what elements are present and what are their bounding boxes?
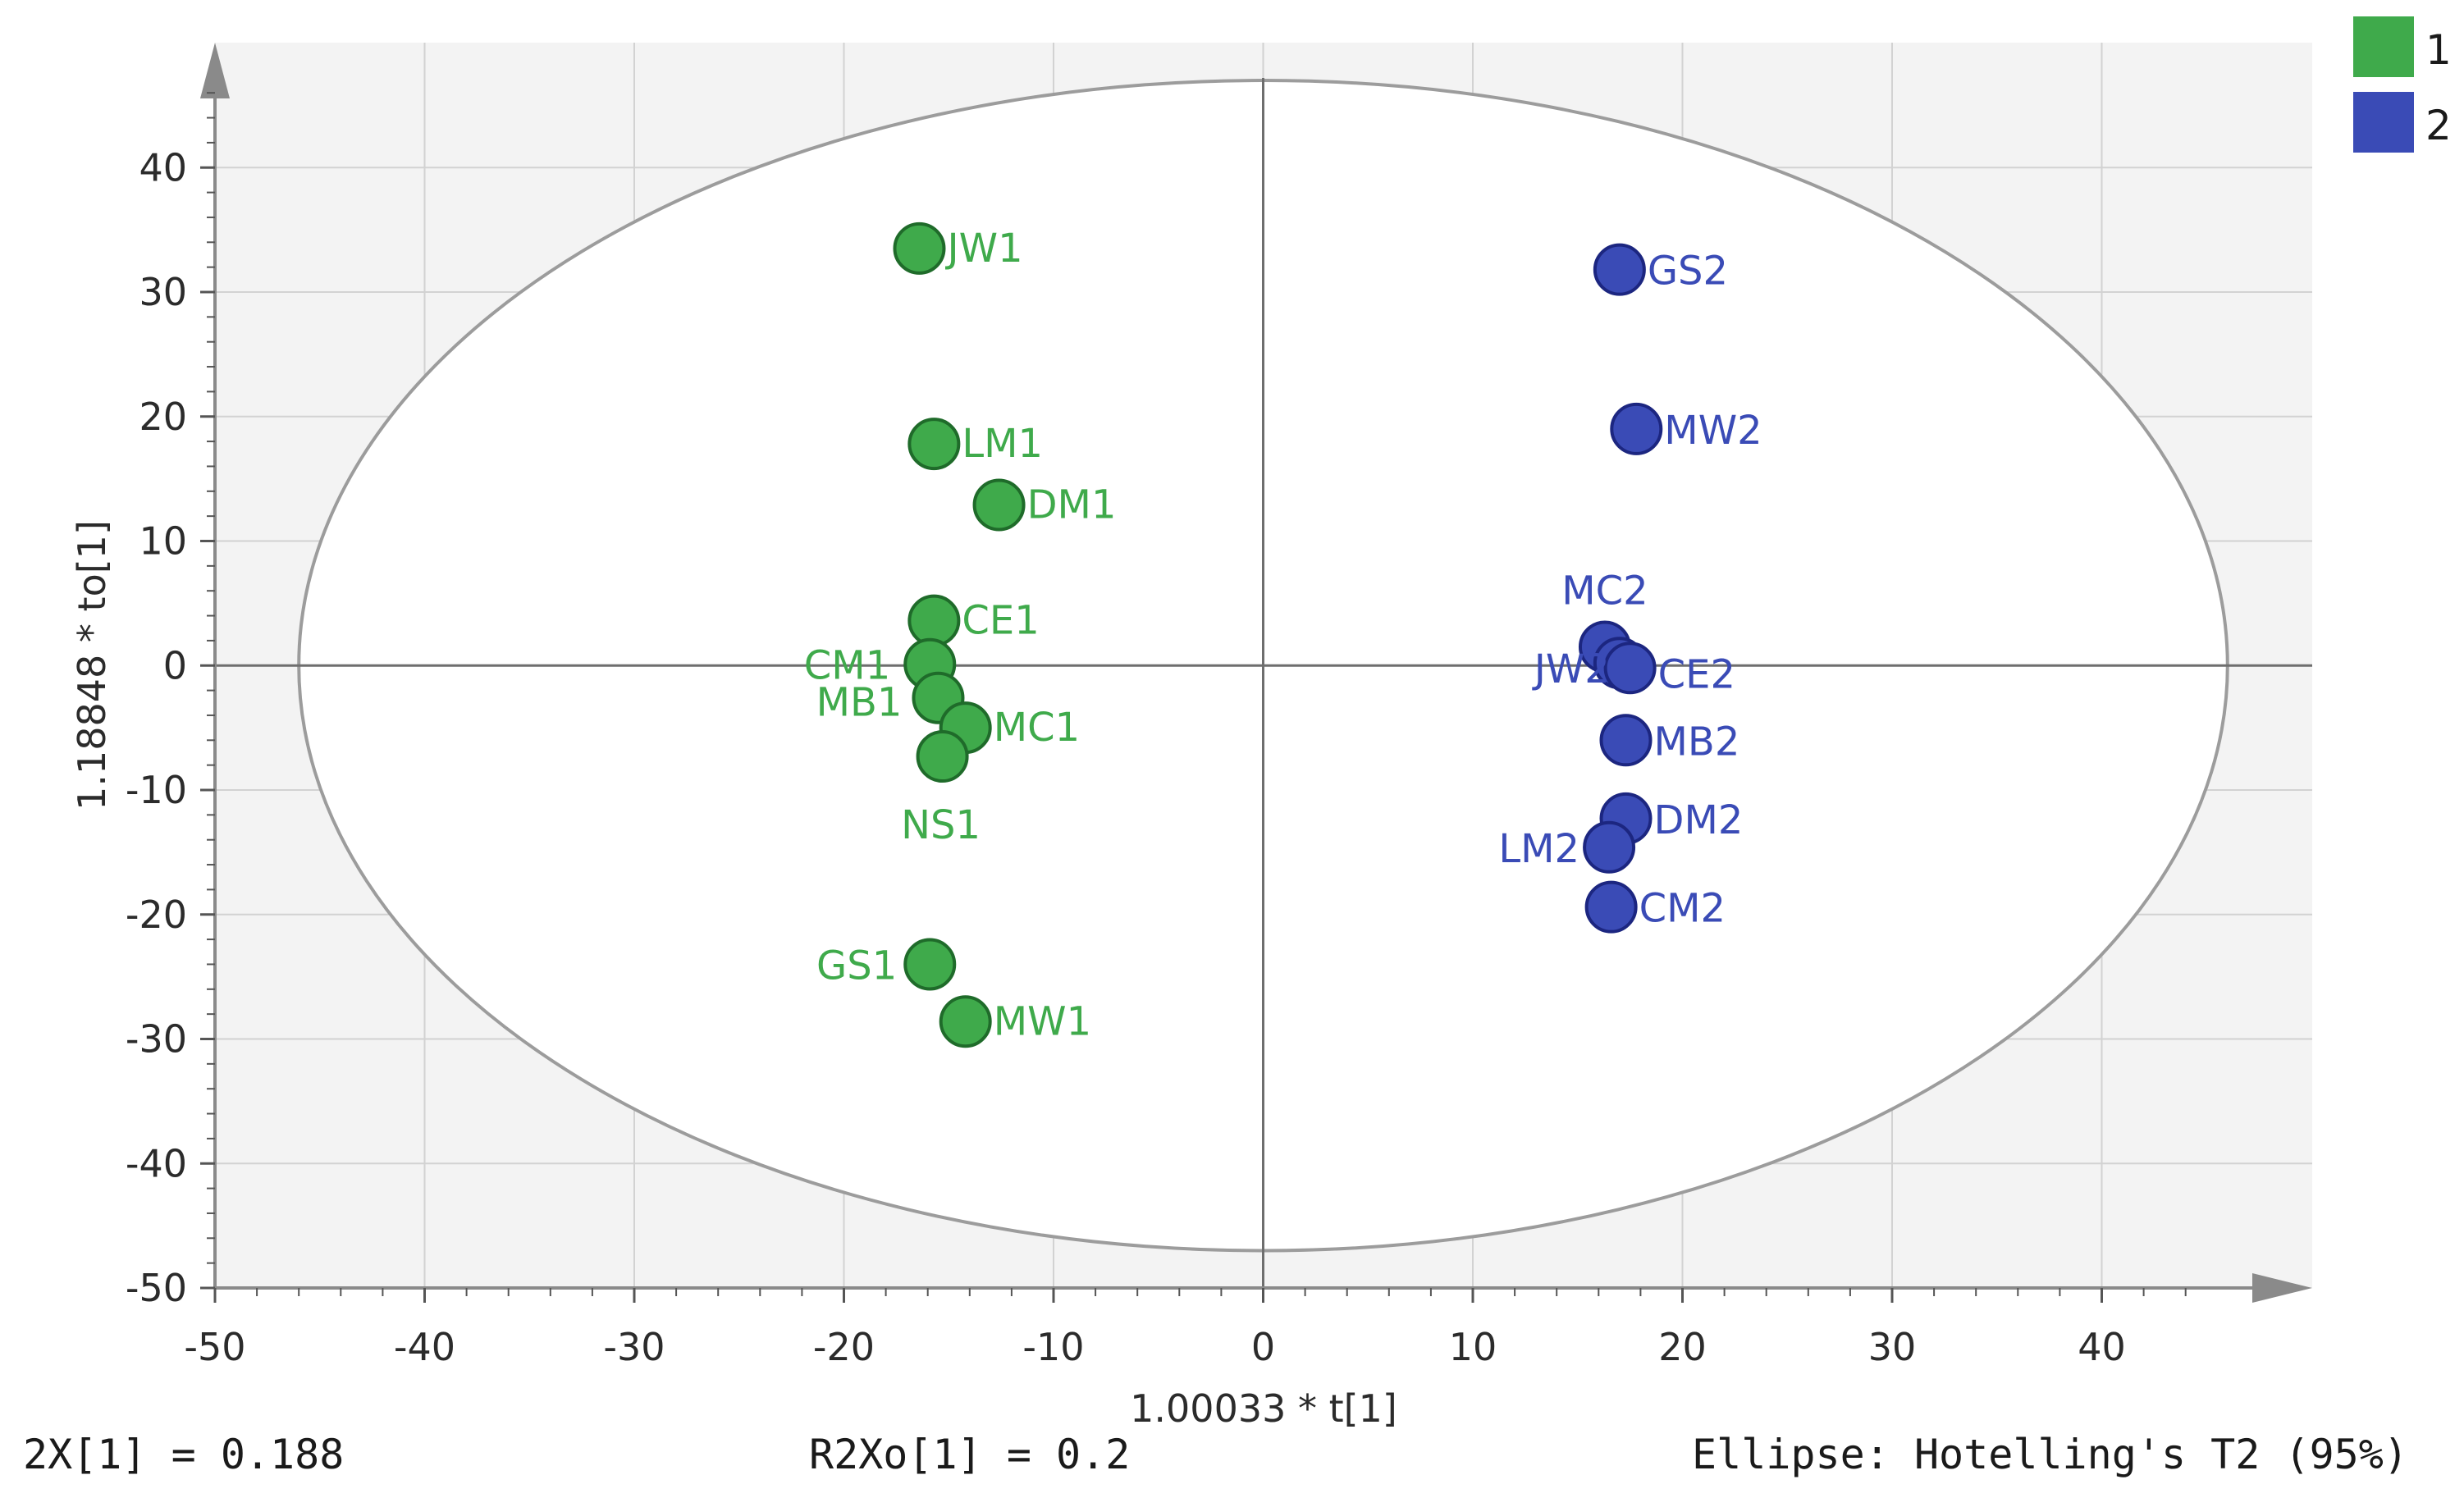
y-axis-arrow (200, 43, 230, 98)
label-mw1: MW1 (994, 998, 1091, 1044)
label-mc2: MC2 (1561, 568, 1648, 614)
label-ce1: CE1 (962, 598, 1039, 644)
legend-label-2: 2 (2425, 102, 2452, 149)
y-tick-label: 40 (139, 145, 187, 190)
data-points (893, 221, 1663, 1048)
legend-swatch-1 (2353, 16, 2414, 77)
label-jw1: JW1 (944, 226, 1022, 272)
point-mb2 (1599, 714, 1653, 767)
label-dm1: DM1 (1027, 482, 1117, 527)
label-cm1: CM1 (804, 643, 890, 689)
label-mb2: MB2 (1654, 719, 1740, 765)
label-jw2: JW2 (1532, 646, 1610, 692)
zero-lines (215, 78, 2312, 1288)
label-gs1: GS1 (816, 943, 897, 989)
x-axis-label: 1.00033 * t[1] (1130, 1386, 1397, 1431)
x-tick-label: -20 (813, 1325, 875, 1369)
point-mw2 (1610, 402, 1663, 455)
legend-swatch-2 (2353, 92, 2414, 153)
y-tick-label: 0 (163, 643, 187, 687)
point-jw1 (893, 221, 946, 275)
y-tick-label: 20 (139, 395, 187, 439)
label-lm2: LM2 (1498, 826, 1579, 872)
x-tick-label: 10 (1449, 1325, 1497, 1369)
tick-labels: -50 -40 -30 -20 -10 0 10 20 30 40 40 30 20 10 0 -10 -20 -… (126, 145, 2126, 1369)
x-axis-arrow (2252, 1273, 2312, 1303)
footer-ellipse-note: Ellipse: Hotelling's T2 (95%) (1692, 1431, 2408, 1478)
point-ce2 (1603, 642, 1657, 695)
point-cm2 (1584, 880, 1638, 934)
label-mb1: MB1 (816, 680, 903, 726)
label-lm1: LM1 (962, 421, 1043, 467)
x-tick-label: -10 (1022, 1325, 1084, 1369)
x-tick-label: 30 (1868, 1325, 1917, 1369)
x-tick-label: -30 (603, 1325, 665, 1369)
footer-r2x: 2X[1] = 0.188 (23, 1431, 344, 1478)
point-gs1 (903, 938, 957, 991)
label-dm2: DM2 (1654, 797, 1744, 843)
y-tick-label: 10 (139, 519, 187, 564)
point-ns1 (916, 730, 969, 783)
point-dm1 (972, 478, 1026, 532)
x-tick-label: -50 (184, 1325, 245, 1369)
label-ns1: NS1 (901, 802, 981, 848)
y-tick-label: 30 (139, 270, 187, 314)
x-tick-label: 0 (1251, 1325, 1275, 1369)
y-axis-label: 1.18848 * to[1] (70, 520, 114, 811)
y-tick-label: -20 (126, 893, 187, 937)
tick-marks (200, 92, 2187, 1303)
y-tick-label: -40 (126, 1141, 187, 1185)
point-mw1 (939, 995, 992, 1048)
y-tick-label: -50 (126, 1266, 187, 1310)
point-gs2 (1593, 243, 1646, 296)
label-mc1: MC1 (994, 705, 1080, 751)
y-tick-label: -10 (126, 768, 187, 812)
x-tick-label: -40 (394, 1325, 455, 1369)
point-lm1 (907, 418, 961, 471)
legend: 1 2 (2353, 16, 2452, 153)
x-tick-label: 40 (2078, 1325, 2126, 1369)
label-gs2: GS2 (1648, 249, 1728, 295)
label-cm2: CM2 (1639, 886, 1726, 932)
point-ce1 (907, 594, 961, 647)
footer-r2xo: R2Xo[1] = 0.2 (809, 1431, 1130, 1478)
y-tick-label: -30 (126, 1017, 187, 1062)
point-lm2 (1583, 820, 1636, 874)
x-tick-label: 20 (1658, 1325, 1707, 1369)
legend-label-1: 1 (2425, 26, 2452, 74)
label-mw2: MW2 (1664, 408, 1762, 454)
label-ce2: CE2 (1658, 651, 1735, 697)
